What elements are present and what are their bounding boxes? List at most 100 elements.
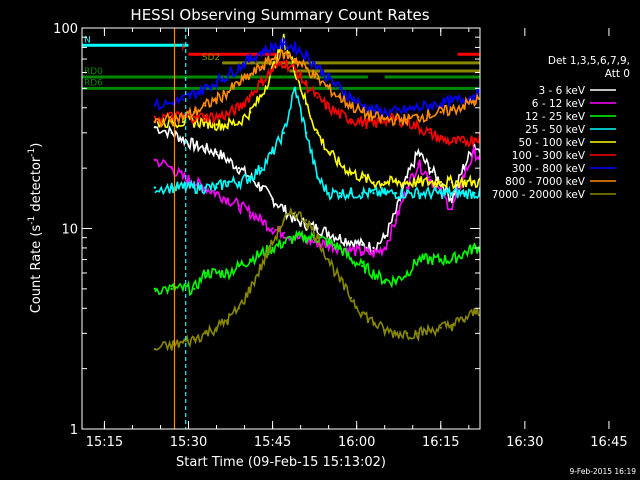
series-point-2: [450, 258, 454, 261]
series-point-2: [248, 258, 252, 261]
series-point-3: [316, 176, 319, 179]
series-point-6: [394, 111, 398, 114]
series-point-7: [260, 65, 263, 69]
series-point-6: [192, 92, 196, 95]
series-point-2: [293, 236, 297, 239]
y-tick-label: 1: [70, 423, 78, 438]
series-point-6: [338, 87, 342, 90]
series-point-7: [383, 118, 386, 121]
series-point-3: [153, 186, 157, 189]
series-point-4: [428, 181, 431, 184]
x-tick-label: 16:00: [338, 435, 375, 450]
series-point-7: [153, 120, 157, 124]
chart-title: HESSI Observing Summary Count Rates: [130, 6, 429, 24]
x-tick-label: 15:30: [170, 435, 207, 450]
series-point-6: [461, 98, 465, 101]
series-line-8: [154, 206, 480, 352]
series-point-0: [282, 207, 286, 211]
series-point-4: [372, 181, 375, 184]
series-point-1: [237, 204, 241, 207]
series-point-2: [349, 258, 353, 261]
y-tick-label: 10: [61, 223, 78, 238]
series-point-8: [192, 338, 196, 341]
series-point-8: [327, 258, 330, 261]
series-point-2: [215, 271, 218, 275]
series-point-3: [405, 191, 409, 195]
series-point-8: [461, 318, 465, 322]
series-point-7: [349, 104, 353, 107]
series-point-0: [349, 240, 353, 243]
series-point-3: [293, 87, 297, 90]
x-tick-label: 16:45: [590, 435, 627, 450]
series-point-3: [248, 176, 252, 179]
series-point-2: [428, 258, 431, 261]
series-line-1: [154, 146, 480, 258]
series-point-0: [316, 227, 319, 230]
series-point-1: [170, 166, 173, 170]
series-point-5: [260, 80, 263, 83]
series-point-5: [439, 137, 442, 141]
series-point-8: [282, 219, 286, 222]
series-point-5: [372, 123, 375, 126]
series-point-6: [181, 98, 185, 101]
series-point-6: [293, 46, 297, 49]
series-point-1: [473, 151, 476, 154]
series-point-8: [248, 287, 252, 291]
series-point-0: [192, 144, 196, 147]
series-point-3: [473, 191, 476, 195]
series-point-0: [450, 198, 454, 201]
series-point-3: [361, 191, 364, 195]
series-point-8: [170, 344, 173, 347]
series-point-7: [450, 108, 454, 112]
series-point-7: [338, 96, 342, 99]
series-point-3: [170, 186, 173, 189]
series-point-2: [305, 236, 308, 239]
series-point-2: [405, 271, 409, 275]
series-point-1: [417, 162, 420, 166]
series-point-8: [237, 307, 241, 310]
flag-label-n: N: [84, 35, 91, 45]
series-point-6: [372, 108, 375, 112]
series-point-6: [204, 87, 207, 90]
series-point-7: [417, 115, 420, 119]
legend-header-line1: Det 1,3,5,6,7,9,: [548, 55, 630, 67]
series-point-2: [394, 279, 398, 282]
x-tick-label: 15:15: [86, 435, 123, 450]
series-point-4: [394, 181, 398, 184]
series-point-7: [248, 74, 252, 77]
x-tick-label: 16:15: [422, 435, 459, 450]
series-point-1: [181, 176, 185, 179]
series-point-4: [338, 162, 342, 166]
series-point-2: [383, 279, 386, 282]
series-point-1: [349, 248, 353, 252]
y-axis: 1 10 100: [53, 22, 480, 438]
series-point-5: [204, 115, 207, 119]
series-point-4: [461, 181, 465, 184]
series-point-3: [417, 191, 420, 195]
series-point-1: [260, 219, 263, 222]
series-point-0: [204, 147, 207, 150]
series-point-5: [473, 137, 476, 141]
series-point-3: [372, 191, 375, 195]
series-point-3: [338, 191, 342, 195]
series-point-4: [439, 181, 442, 184]
series-point-8: [305, 219, 308, 222]
series-point-3: [282, 131, 286, 135]
series-point-5: [248, 94, 252, 97]
legend-entry-label: 800 - 7000 keV: [505, 176, 586, 188]
series-point-0: [417, 151, 420, 154]
series-point-4: [316, 131, 319, 135]
x-tick-label: 15:45: [254, 435, 291, 450]
legend-entry-label: 12 - 25 keV: [525, 111, 586, 123]
series-point-0: [405, 176, 409, 179]
series-point-7: [327, 87, 330, 90]
series-point-5: [226, 113, 229, 116]
series-point-2: [204, 271, 207, 275]
x-axis-title: Start Time (09-Feb-15 15:13:02): [176, 455, 386, 470]
series-point-5: [293, 68, 297, 71]
legend-entry-label: 25 - 50 keV: [525, 124, 586, 136]
series-point-3: [305, 131, 308, 135]
series-point-8: [428, 329, 431, 332]
series-point-3: [237, 181, 241, 184]
